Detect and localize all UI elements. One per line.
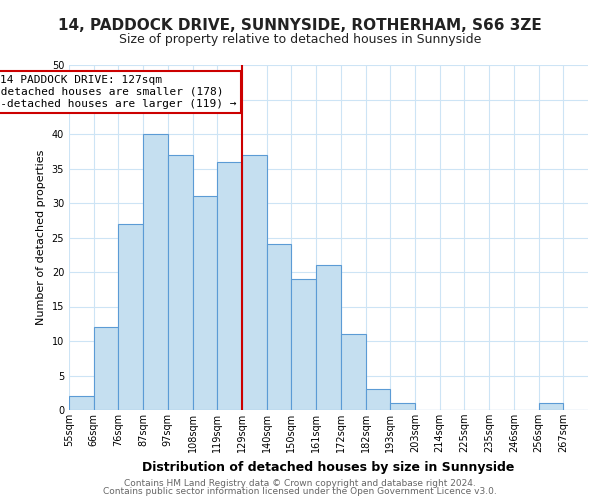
Bar: [242, 154, 267, 410]
Bar: [292, 279, 316, 410]
Text: 14 PADDOCK DRIVE: 127sqm
← 59% of detached houses are smaller (178)
40% of semi-: 14 PADDOCK DRIVE: 127sqm ← 59% of detach…: [0, 76, 236, 108]
Text: Contains HM Land Registry data © Crown copyright and database right 2024.: Contains HM Land Registry data © Crown c…: [124, 478, 476, 488]
Bar: [94, 327, 118, 410]
Bar: [69, 396, 94, 410]
Bar: [118, 224, 143, 410]
Bar: [193, 196, 217, 410]
Bar: [539, 403, 563, 410]
Y-axis label: Number of detached properties: Number of detached properties: [36, 150, 46, 325]
Bar: [316, 265, 341, 410]
Bar: [365, 390, 390, 410]
Bar: [143, 134, 168, 410]
Text: Size of property relative to detached houses in Sunnyside: Size of property relative to detached ho…: [119, 32, 481, 46]
Text: 14, PADDOCK DRIVE, SUNNYSIDE, ROTHERHAM, S66 3ZE: 14, PADDOCK DRIVE, SUNNYSIDE, ROTHERHAM,…: [58, 18, 542, 32]
Bar: [267, 244, 292, 410]
Bar: [168, 154, 193, 410]
X-axis label: Distribution of detached houses by size in Sunnyside: Distribution of detached houses by size …: [142, 460, 515, 473]
Text: Contains public sector information licensed under the Open Government Licence v3: Contains public sector information licen…: [103, 487, 497, 496]
Bar: [341, 334, 365, 410]
Bar: [390, 403, 415, 410]
Bar: [217, 162, 242, 410]
